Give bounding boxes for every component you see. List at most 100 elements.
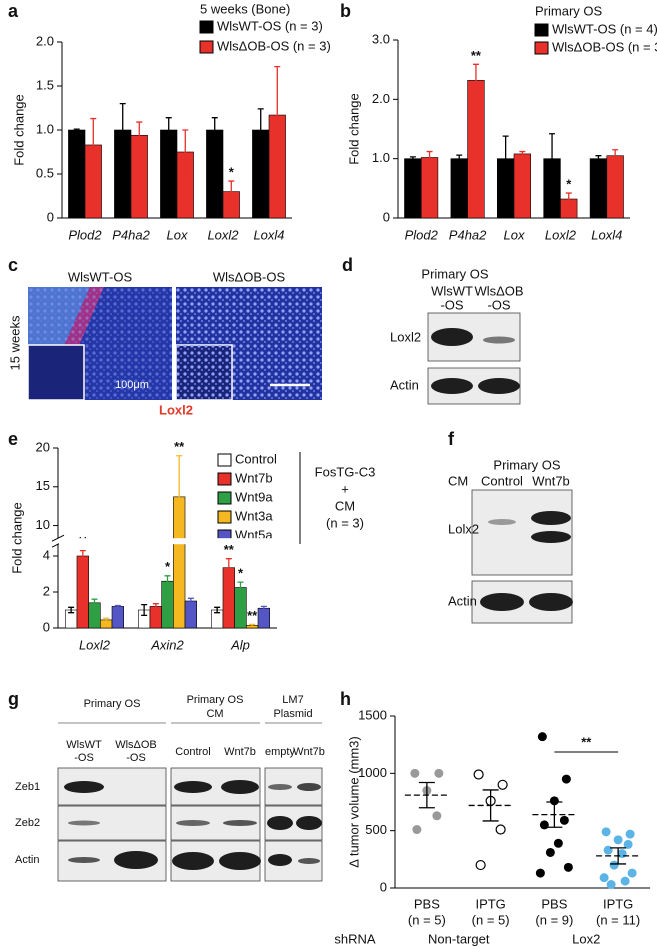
error-bar xyxy=(165,117,172,143)
data-point xyxy=(495,824,506,835)
data-point xyxy=(549,796,559,806)
lane-label: -OS xyxy=(440,297,463,312)
blot-band xyxy=(297,783,321,791)
legend-note: (n = 3) xyxy=(326,515,364,530)
x-tick-label: Loxl4 xyxy=(591,227,622,242)
panel-label: c xyxy=(8,255,18,275)
blot-band xyxy=(531,531,571,543)
lane-label: WlsΔOB xyxy=(115,739,157,751)
x-tick-sublabel: (n = 5) xyxy=(408,912,446,927)
blot-band xyxy=(223,820,257,826)
row-label: Actin xyxy=(15,854,39,866)
legend-swatch xyxy=(217,491,232,505)
axis-break-gap xyxy=(59,538,278,545)
legend-note: + xyxy=(341,481,349,496)
x-tick-label: Loxl2 xyxy=(79,637,111,652)
group-title: Primary OS xyxy=(187,694,244,706)
data-point xyxy=(434,768,444,778)
y-tick-label: 2.0 xyxy=(36,33,54,48)
blot-band xyxy=(488,519,516,525)
data-point xyxy=(535,868,545,878)
row-label: Actin xyxy=(448,593,477,608)
blot-band xyxy=(531,511,571,525)
stain-label: Loxl2 xyxy=(159,402,193,417)
error-bar xyxy=(519,150,526,157)
blot-band xyxy=(431,328,473,346)
y-tick-label: 10 xyxy=(36,517,50,532)
data-point xyxy=(620,876,630,886)
data-point xyxy=(613,835,623,845)
significance: * xyxy=(165,559,171,574)
significance: ** xyxy=(174,439,185,454)
inset xyxy=(27,344,85,401)
x-tick-label: Lox xyxy=(504,227,525,242)
lane-label: WlsΔOB xyxy=(474,283,523,298)
group-title: LM7 xyxy=(282,694,303,706)
error-bar xyxy=(549,133,556,185)
legend-label: Wnt3a xyxy=(235,508,273,523)
group-label: Non-target xyxy=(428,931,490,946)
micrograph xyxy=(27,287,322,401)
y-tick-label: 1.0 xyxy=(372,150,390,165)
data-point xyxy=(553,838,563,848)
blot-band xyxy=(64,781,104,793)
blots xyxy=(57,767,323,882)
error-bar xyxy=(257,108,264,152)
x-tick-label: Loxl2 xyxy=(207,227,239,242)
lane-label: WlsWT xyxy=(431,283,473,298)
panel-label: g xyxy=(8,689,19,709)
legend-swatch xyxy=(217,510,232,524)
y-axis-label: Fold change xyxy=(346,93,361,165)
significance: ** xyxy=(471,48,482,63)
lane-label: Control xyxy=(175,746,210,758)
error-bar xyxy=(164,575,171,588)
panel-label: h xyxy=(340,689,351,709)
blot-band xyxy=(219,852,261,870)
lane-label: Wnt7b xyxy=(532,473,570,488)
significance: ** xyxy=(224,542,235,557)
error-bar xyxy=(91,598,98,608)
x-tick-label: IPTG xyxy=(475,896,505,911)
bar xyxy=(184,600,198,629)
legend-label: Wnt7b xyxy=(235,470,273,485)
y-tick-label: 1000 xyxy=(358,765,387,780)
blot-band xyxy=(296,816,322,830)
sem-bar xyxy=(546,801,563,828)
y-tick-label: 0 xyxy=(380,879,387,894)
error-bar xyxy=(187,597,194,605)
blot-title: Primary OS xyxy=(493,457,561,472)
sem-bar xyxy=(610,847,627,865)
y-tick-label: 1.0 xyxy=(36,121,54,136)
lane-label: Wnt7b xyxy=(293,746,325,758)
x-tick-label: Loxl2 xyxy=(545,227,577,242)
error-bar xyxy=(211,117,218,143)
y-tick-label: 0.5 xyxy=(36,165,54,180)
legend-label: Wnt9a xyxy=(235,489,273,504)
blot-band xyxy=(174,781,212,793)
bar xyxy=(513,153,532,219)
data-point xyxy=(606,880,616,890)
bar xyxy=(161,580,174,629)
axis-break-gap xyxy=(52,538,64,545)
data-point xyxy=(497,779,508,790)
y-axis-label: Δ tumor volume (mm3) xyxy=(346,736,361,868)
legend-label: WlsΔOB-OS (n = 3) xyxy=(552,39,657,54)
data-point xyxy=(609,860,619,870)
sem-bar xyxy=(482,789,499,822)
significance: ** xyxy=(581,734,592,749)
row-label: Zeb1 xyxy=(15,781,40,793)
error-bar xyxy=(79,549,86,563)
data-point xyxy=(432,811,442,821)
error-bar xyxy=(595,155,602,163)
error-bar xyxy=(237,581,244,594)
bar xyxy=(467,80,485,219)
significance: ** xyxy=(247,608,258,623)
chart-title: 5 weeks (Bone) xyxy=(200,1,290,16)
error-bar xyxy=(103,617,110,623)
x-tick-label: Alp xyxy=(230,637,250,652)
error-bar xyxy=(228,180,235,203)
row-label: Actin xyxy=(390,377,419,392)
x-tick-label: P4ha2 xyxy=(112,227,150,242)
